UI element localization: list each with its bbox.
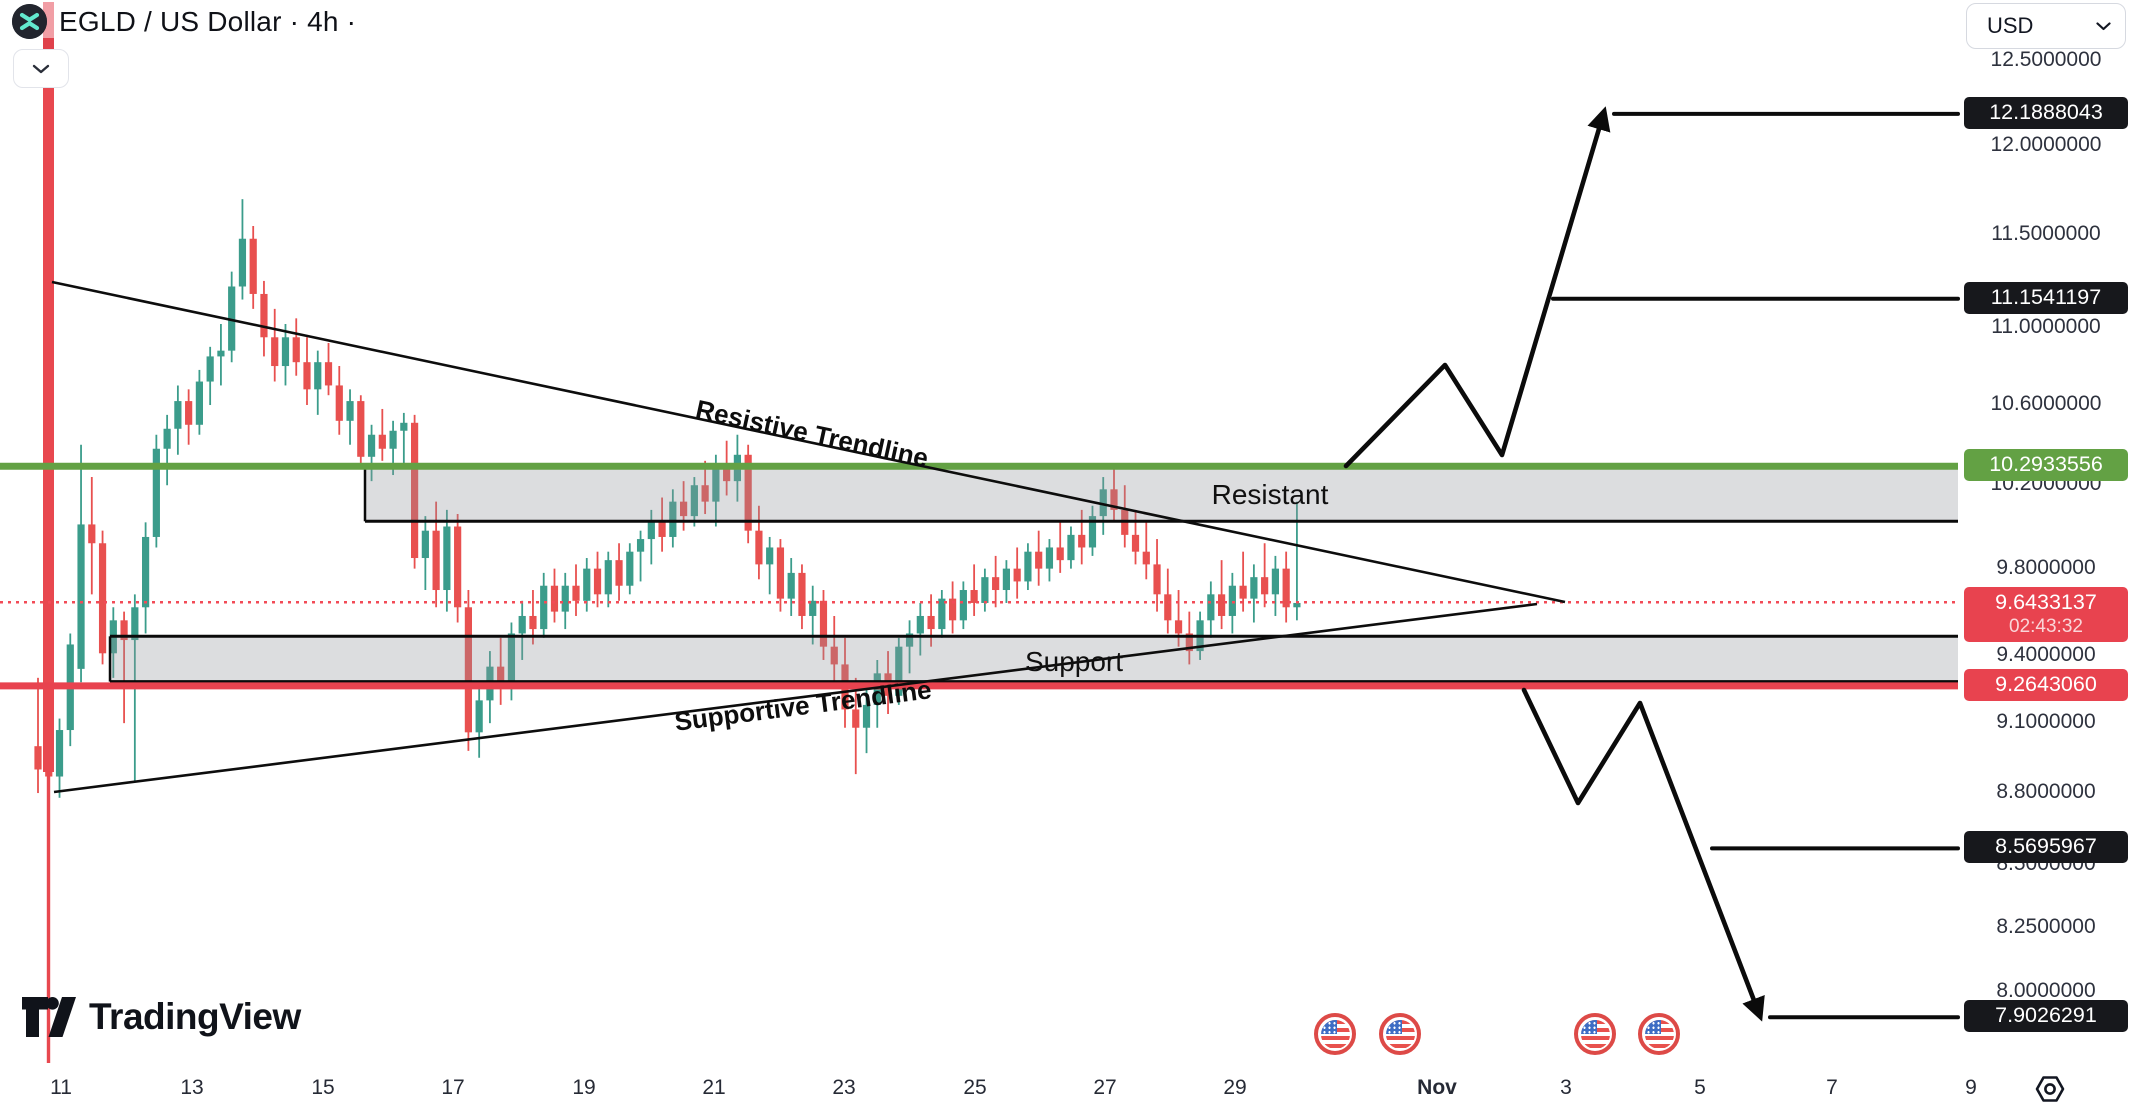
time-axis-label: 17 <box>441 1076 465 1099</box>
chevron-down-icon <box>2096 21 2111 30</box>
tradingview-watermark: TradingView <box>22 996 301 1038</box>
us-flag-event-icon[interactable] <box>1638 1013 1680 1055</box>
us-flag-event-icon[interactable] <box>1574 1013 1616 1055</box>
time-axis-label: 23 <box>832 1076 856 1099</box>
us-flag-event-icon[interactable] <box>1379 1013 1421 1055</box>
time-axis-label: 5 <box>1694 1076 1706 1099</box>
price-projections <box>1343 106 1960 1022</box>
tradingview-logo-icon <box>22 997 76 1037</box>
us-flag-icon <box>1644 1019 1674 1049</box>
chevron-down-icon <box>32 64 50 73</box>
time-axis-label: Nov <box>1417 1076 1457 1099</box>
time-axis-label: 3 <box>1560 1076 1572 1099</box>
time-axis-label: 9 <box>1965 1076 1977 1099</box>
time-axis-label: 13 <box>180 1076 204 1099</box>
collapse-toolbar-button[interactable] <box>13 49 69 88</box>
support-zone <box>108 634 1958 684</box>
symbol-header: EGLD / US Dollar · 4h · <box>12 4 356 39</box>
time-axis-label: 19 <box>572 1076 596 1099</box>
us-flag-event-icon[interactable] <box>1314 1013 1356 1055</box>
tradingview-brand-text: TradingView <box>89 996 301 1037</box>
us-flag-icon <box>1580 1019 1610 1049</box>
bearish-projection-arrow <box>1521 687 1765 1022</box>
us-flag-icon <box>1320 1019 1350 1049</box>
currency-dropdown[interactable]: USD <box>1966 3 2126 49</box>
time-axis-label: 29 <box>1223 1076 1247 1099</box>
resistive-trendline <box>51 280 1566 604</box>
time-axis-label: 21 <box>702 1076 726 1099</box>
time-axis-label: 27 <box>1093 1076 1117 1099</box>
time-axis-label: 11 <box>50 1076 72 1099</box>
resistant-zone-label[interactable]: Resistant <box>1211 479 1329 510</box>
supportive-trendline <box>53 602 1538 794</box>
support-zone-label[interactable]: Support <box>1024 646 1124 677</box>
crash-vertical-line <box>43 2 54 1063</box>
bullish-projection-arrow <box>1343 106 1611 469</box>
resistant-zone <box>363 466 1958 523</box>
symbol-title[interactable]: EGLD / US Dollar · 4h · <box>59 5 357 37</box>
egld-symbol-logo-icon[interactable] <box>12 4 47 39</box>
time-axis-label: 25 <box>963 1076 987 1099</box>
currency-value: USD <box>1987 13 2034 38</box>
time-axis-label: 15 <box>311 1076 335 1099</box>
axis-settings-gear-icon[interactable] <box>2033 1074 2067 1109</box>
us-flag-icon <box>1385 1019 1415 1049</box>
time-axis-label: 7 <box>1826 1076 1838 1099</box>
